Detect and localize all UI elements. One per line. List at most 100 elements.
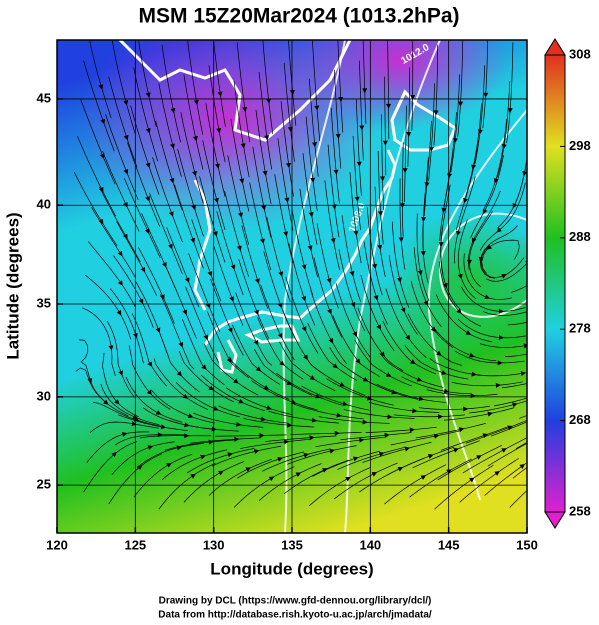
- streamline: [435, 294, 493, 343]
- streamline: [124, 178, 161, 259]
- x-tick-label: 140: [359, 537, 381, 552]
- streamline: [254, 349, 313, 396]
- streamline: [335, 282, 371, 358]
- streamline-arrow: [332, 363, 338, 369]
- streamline-arrow: [501, 448, 507, 453]
- streamline: [243, 418, 315, 428]
- streamline: [484, 462, 527, 496]
- x-tick-label: 145: [438, 537, 460, 552]
- streamline: [423, 120, 432, 216]
- streamline: [422, 157, 429, 251]
- x-tick-label: 150: [516, 537, 538, 552]
- streamline: [305, 116, 318, 212]
- streamline-arrow: [379, 176, 385, 182]
- streamline-arrow: [338, 96, 344, 103]
- streamline-arrow: [283, 439, 290, 445]
- streamline-arrow: [123, 134, 129, 141]
- streamline: [158, 83, 182, 177]
- streamline-arrow: [108, 345, 114, 351]
- streamline: [100, 384, 160, 426]
- streamline: [384, 464, 447, 505]
- streamline: [443, 407, 515, 421]
- streamline-arrow: [498, 308, 504, 314]
- streamline: [208, 65, 226, 163]
- streamline: [415, 423, 486, 439]
- streamline: [301, 385, 370, 411]
- y-tick-label: 40: [37, 197, 51, 212]
- streamline: [438, 261, 482, 327]
- streamline: [299, 188, 318, 278]
- streamline-arrow: [420, 251, 426, 257]
- streamline: [440, 184, 451, 275]
- streamline-arrow: [441, 207, 447, 213]
- streamline: [474, 65, 486, 164]
- streamline: [387, 446, 455, 476]
- streamline: [456, 140, 479, 230]
- streamline: [160, 294, 195, 370]
- streamline: [111, 40, 136, 134]
- streamline: [327, 144, 340, 238]
- streamline: [496, 81, 511, 178]
- streamline-arrow: [145, 92, 151, 98]
- streamline: [249, 182, 272, 271]
- streamline: [236, 42, 251, 143]
- streamline-arrow: [327, 308, 332, 315]
- streamline: [77, 135, 117, 217]
- colorbar-tick-label: 288: [569, 229, 591, 244]
- streamline-arrow: [166, 462, 172, 468]
- streamline-arrow: [184, 277, 190, 283]
- streamline: [150, 389, 215, 424]
- streamline: [418, 405, 491, 410]
- streamline-arrow: [469, 477, 475, 483]
- streamline: [177, 148, 204, 237]
- streamline-arrow: [372, 263, 377, 270]
- streamline-arrow: [279, 360, 285, 366]
- streamline-arrow: [402, 168, 408, 174]
- streamline: [205, 103, 226, 197]
- streamline: [459, 458, 519, 503]
- streamline-arrow: [253, 339, 259, 346]
- streamline: [84, 274, 132, 340]
- streamline: [233, 81, 250, 178]
- streamline-arrow: [155, 410, 162, 415]
- coastline: [216, 339, 238, 374]
- streamline-arrow: [478, 256, 484, 263]
- streamline: [312, 450, 380, 477]
- streamline-arrow: [160, 424, 167, 430]
- streamline-arrow: [277, 332, 283, 339]
- streamline: [213, 245, 244, 326]
- streamline-arrow: [207, 271, 213, 277]
- streamline: [302, 153, 318, 245]
- streamline-arrow: [387, 414, 393, 420]
- colorbar-tick-label: 278: [569, 321, 591, 336]
- streamline: [92, 401, 161, 427]
- streamline: [362, 40, 367, 125]
- streamline-arrow: [585, 389, 592, 396]
- streamline: [343, 409, 415, 419]
- streamline: [224, 190, 249, 277]
- streamline: [175, 382, 240, 418]
- coastline: [118, 40, 352, 142]
- streamline-arrow: [213, 197, 219, 204]
- streamline: [102, 352, 139, 418]
- streamline-arrow: [493, 177, 499, 184]
- coastline: [390, 89, 457, 152]
- streamline-arrow: [476, 455, 482, 460]
- chart-title: MSM 15Z20Mar2024 (1013.2hPa): [139, 5, 460, 28]
- streamline-arrow: [477, 129, 483, 135]
- y-tick-label: 25: [37, 477, 51, 492]
- streamline: [533, 303, 599, 317]
- streamline: [241, 225, 269, 309]
- streamline-arrow: [453, 447, 459, 453]
- streamline-arrow: [371, 472, 378, 477]
- streamline: [534, 33, 538, 135]
- streamline: [153, 358, 209, 410]
- streamline-arrow: [398, 237, 404, 243]
- coastline: [244, 324, 301, 344]
- streamline-arrow: [123, 201, 128, 208]
- streamline-arrow: [329, 448, 335, 454]
- streamline: [379, 352, 444, 388]
- streamline-arrow: [286, 380, 292, 386]
- streamline-arrow: [117, 280, 123, 286]
- coastline: [193, 179, 212, 311]
